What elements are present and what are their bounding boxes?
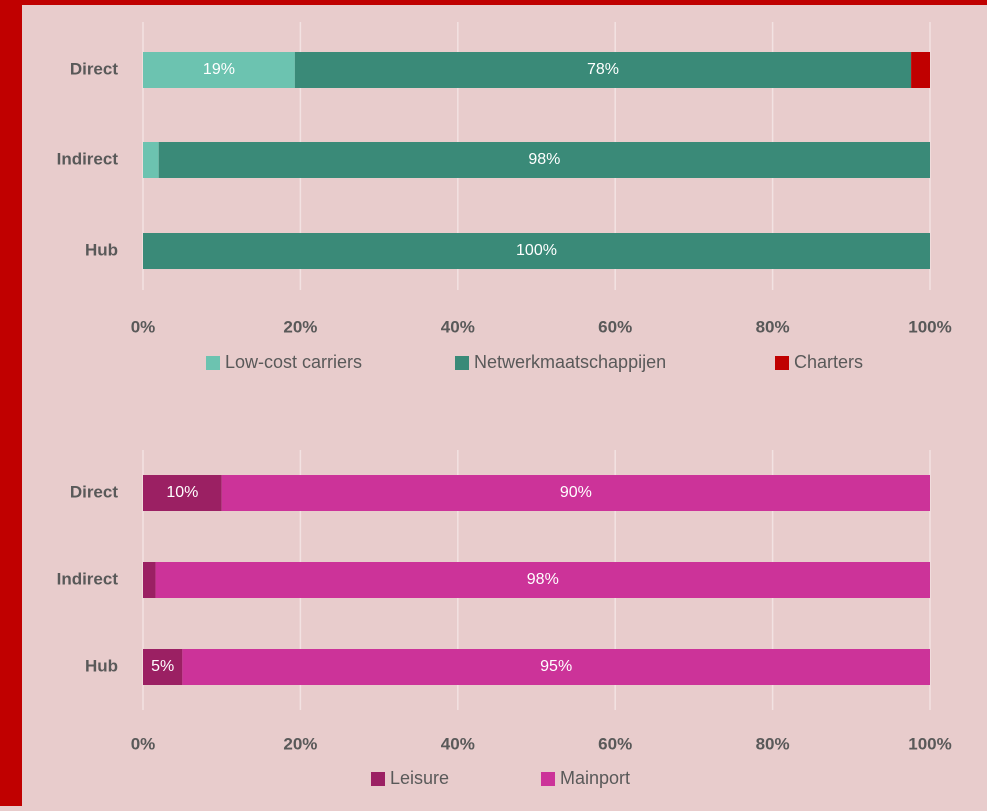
- data-label: 98%: [528, 151, 560, 168]
- bar-segment: [182, 649, 931, 685]
- y-tick-label: Indirect: [57, 569, 119, 588]
- x-tick-label: 100%: [908, 317, 951, 336]
- top-border: [0, 0, 987, 5]
- x-tick-label: 0%: [131, 317, 156, 336]
- bar-segment: [911, 52, 930, 88]
- data-label: 100%: [516, 242, 557, 259]
- y-tick-label: Hub: [85, 656, 118, 675]
- legend-swatch: [371, 772, 385, 786]
- y-tick-label: Hub: [85, 240, 118, 259]
- x-tick-label: 80%: [756, 317, 790, 336]
- legend-label: Mainport: [560, 768, 630, 788]
- bar-segment: [143, 475, 222, 511]
- data-label: 10%: [166, 484, 198, 501]
- legend-label: Netwerkmaatschappijen: [474, 352, 666, 372]
- x-tick-label: 40%: [441, 734, 475, 753]
- data-label: 95%: [540, 658, 572, 675]
- x-tick-label: 80%: [756, 734, 790, 753]
- legend-swatch: [775, 356, 789, 370]
- legend-swatch: [206, 356, 220, 370]
- data-label: 98%: [527, 571, 559, 588]
- data-label: 5%: [151, 658, 174, 675]
- y-tick-label: Indirect: [57, 149, 119, 168]
- data-label: 90%: [560, 484, 592, 501]
- bar-segment: [143, 649, 183, 685]
- legend-swatch: [541, 772, 555, 786]
- bar-segment: [143, 142, 159, 178]
- bar-segment: [158, 142, 931, 178]
- bar-segment: [143, 562, 156, 598]
- bar-segment: [155, 562, 931, 598]
- left-border: [0, 0, 22, 806]
- bar-segment: [221, 475, 930, 511]
- bar-segment: [143, 52, 295, 88]
- x-tick-label: 60%: [598, 317, 632, 336]
- x-tick-label: 0%: [131, 734, 156, 753]
- x-tick-label: 20%: [283, 317, 317, 336]
- y-tick-label: Direct: [70, 59, 119, 78]
- legend-label: Charters: [794, 352, 863, 372]
- x-tick-label: 100%: [908, 734, 951, 753]
- x-tick-label: 60%: [598, 734, 632, 753]
- legend-label: Leisure: [390, 768, 449, 788]
- data-label: 78%: [587, 61, 619, 78]
- bar-segment: [294, 52, 912, 88]
- legend-label: Low-cost carriers: [225, 352, 362, 372]
- bar-segment: [143, 233, 930, 269]
- data-label: 19%: [203, 61, 235, 78]
- y-tick-label: Direct: [70, 482, 119, 501]
- x-tick-label: 40%: [441, 317, 475, 336]
- legend-swatch: [455, 356, 469, 370]
- x-tick-label: 20%: [283, 734, 317, 753]
